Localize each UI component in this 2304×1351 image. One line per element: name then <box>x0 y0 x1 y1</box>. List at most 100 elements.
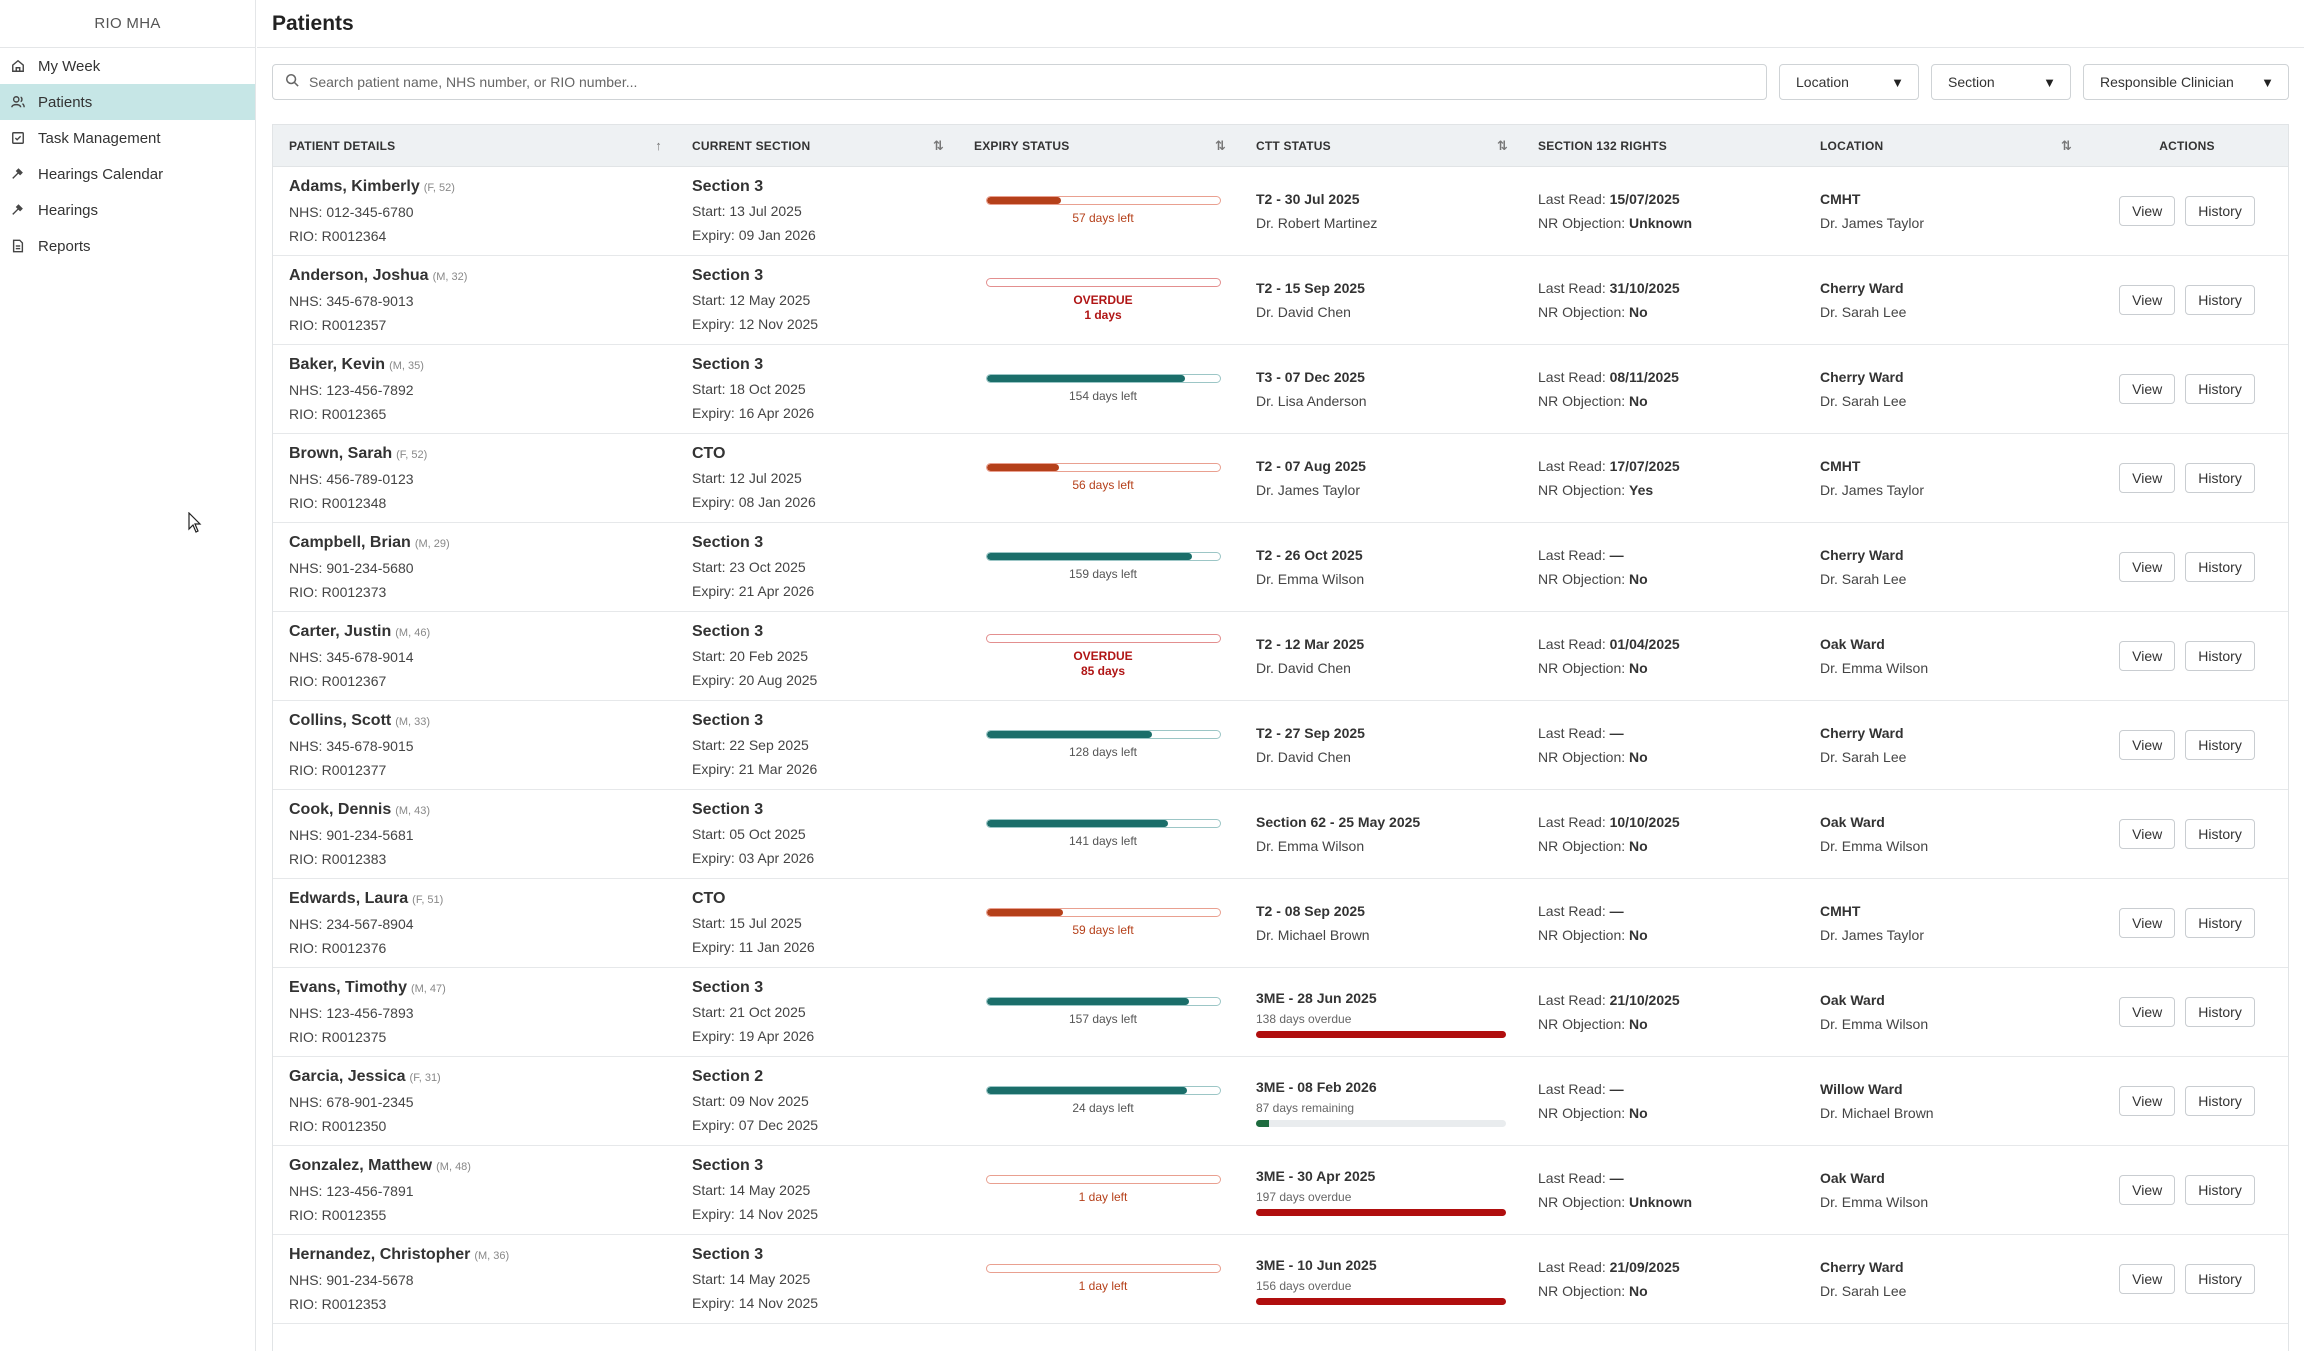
table-row[interactable]: Garcia, Jessica (F, 31) NHS: 678-901-2345 R… <box>273 1057 2288 1146</box>
sort-icon[interactable]: ⇅ <box>1214 137 1226 153</box>
history-button[interactable]: History <box>2185 730 2255 760</box>
expiry-status-cell: 57 days left <box>958 167 1240 255</box>
gavel-icon <box>10 166 26 182</box>
nr-objection: NR Objection: Unknown <box>1538 1194 1693 1210</box>
ctt-status-cell: T2 - 12 Mar 2025 Dr. David Chen <box>1240 612 1522 700</box>
section-132-cell: Last Read: 10/10/2025 NR Objection: No <box>1522 790 1804 878</box>
patient-name[interactable]: Brown, Sarah <box>289 445 393 462</box>
table-row[interactable]: Gonzalez, Matthew (M, 48) NHS: 123-456-789… <box>273 1146 2288 1235</box>
header-patient-details[interactable]: PATIENT DETAILS ↑ <box>289 138 662 153</box>
header-location[interactable]: LOCATION ⇅ <box>1820 137 2072 153</box>
view-button[interactable]: View <box>2119 819 2176 849</box>
location-filter-dropdown[interactable]: Location ▼ <box>1779 64 1919 100</box>
page-title: Patients <box>272 11 354 35</box>
table-row[interactable]: Brown, Sarah (F, 52) NHS: 456-789-0123 RIO:… <box>273 434 2288 523</box>
view-button[interactable]: View <box>2119 997 2176 1027</box>
patient-demographics: (M, 47) <box>410 983 446 995</box>
location-cell: Oak Ward Dr. Emma Wilson <box>1804 790 2086 878</box>
current-section-cell: Section 3 Start: 21 Oct 2025 Expiry: 19 Ap… <box>676 968 958 1056</box>
patient-demographics: (M, 29) <box>414 538 450 550</box>
patient-name[interactable]: Gonzalez, Matthew <box>289 1157 433 1174</box>
patient-name[interactable]: Baker, Kevin <box>289 356 386 373</box>
history-button[interactable]: History <box>2185 641 2255 671</box>
patient-name[interactable]: Anderson, Joshua <box>289 267 429 284</box>
patient-demographics: (M, 33) <box>395 716 431 728</box>
expiry-progress-fill <box>986 553 1192 560</box>
patient-name[interactable]: Adams, Kimberly <box>289 178 420 195</box>
history-button[interactable]: History <box>2185 285 2255 315</box>
patient-name[interactable]: Hernandez, Christopher <box>289 1246 471 1263</box>
nhs-number: NHS: 901-234-5681 <box>289 827 414 843</box>
table-row[interactable]: Cook, Dennis (M, 43) NHS: 901-234-5681 RIO:… <box>273 790 2288 879</box>
history-button[interactable]: History <box>2185 196 2255 226</box>
patient-name[interactable]: Carter, Justin <box>289 623 392 640</box>
sidebar-item-hearings[interactable]: Hearings <box>0 192 255 228</box>
patient-name[interactable]: Garcia, Jessica <box>289 1068 406 1085</box>
patient-name[interactable]: Collins, Scott <box>289 712 392 729</box>
expiry-status-cell: 154 days left <box>958 345 1240 433</box>
table-row[interactable]: Jackson, Ryan(M, 30)Section 3 <box>273 1324 2288 1351</box>
section-expiry: Expiry: 14 Nov 2025 <box>692 1206 819 1222</box>
history-button[interactable]: History <box>2185 463 2255 493</box>
header-expiry-status[interactable]: EXPIRY STATUS ⇅ <box>974 137 1226 153</box>
view-button[interactable]: View <box>2119 908 2176 938</box>
sidebar-item-reports[interactable]: Reports <box>0 228 255 264</box>
history-button[interactable]: History <box>2185 1175 2255 1205</box>
view-button[interactable]: View <box>2119 1175 2176 1205</box>
patient-name[interactable]: Evans, Timothy <box>289 979 407 996</box>
last-read: Last Read: — <box>1538 1170 1624 1186</box>
patient-details-cell: Cook, Dennis (M, 43) NHS: 901-234-5681 RIO:… <box>273 790 676 878</box>
history-button[interactable]: History <box>2185 552 2255 582</box>
expiry-status-text: 59 days left <box>1072 923 1134 937</box>
table-row[interactable]: Adams, Kimberly (F, 52) NHS: 012-345-6780 R… <box>273 167 2288 256</box>
sort-ascending-icon[interactable]: ↑ <box>655 138 662 153</box>
view-button[interactable]: View <box>2119 196 2176 226</box>
sidebar-item-task-management[interactable]: Task Management <box>0 120 255 156</box>
expiry-progress-fill <box>986 909 1064 916</box>
responsible-clinician: Dr. Sarah Lee <box>1820 571 1907 587</box>
location-name: Willow Ward <box>1820 1081 1903 1097</box>
expiry-status-text: 141 days left <box>1068 834 1138 848</box>
header-ctt-status[interactable]: CTT STATUS ⇅ <box>1256 137 1508 153</box>
view-button[interactable]: View <box>2119 1264 2176 1294</box>
patient-name[interactable]: Campbell, Brian <box>289 534 411 551</box>
sort-icon[interactable]: ⇅ <box>1496 137 1508 153</box>
history-button[interactable]: History <box>2185 1086 2255 1116</box>
ctt-status-cell: 3ME - 30 Apr 2025 197 days overdue <box>1240 1146 1522 1234</box>
table-row[interactable]: Edwards, Laura (F, 51) NHS: 234-567-8904 RI… <box>273 879 2288 968</box>
sidebar-item-hearings-calendar[interactable]: Hearings Calendar <box>0 156 255 192</box>
sidebar-item-my-week[interactable]: My Week <box>0 48 255 84</box>
view-button[interactable]: View <box>2119 1086 2176 1116</box>
view-button[interactable]: View <box>2119 285 2176 315</box>
view-button[interactable]: View <box>2119 463 2176 493</box>
table-row[interactable]: Evans, Timothy (M, 47) NHS: 123-456-7893 RI… <box>273 968 2288 1057</box>
header-current-section[interactable]: CURRENT SECTION ⇅ <box>692 137 944 153</box>
table-row[interactable]: Campbell, Brian (M, 29) NHS: 901-234-5680 R… <box>273 523 2288 612</box>
patient-details-cell: Edwards, Laura (F, 51) NHS: 234-567-8904 RI… <box>273 879 676 967</box>
section-filter-dropdown[interactable]: Section ▼ <box>1931 64 2071 100</box>
sort-icon[interactable]: ⇅ <box>2060 137 2072 153</box>
responsible-clinician: Dr. Emma Wilson <box>1820 1016 1929 1032</box>
history-button[interactable]: History <box>2185 997 2255 1027</box>
table-row[interactable]: Collins, Scott (M, 33) NHS: 345-678-9015 RI… <box>273 701 2288 790</box>
table-row[interactable]: Carter, Justin (M, 46) NHS: 345-678-9014 RI… <box>273 612 2288 701</box>
table-row[interactable]: Anderson, Joshua (M, 32) NHS: 345-678-9013… <box>273 256 2288 345</box>
sidebar-item-patients[interactable]: Patients <box>0 84 255 120</box>
history-button[interactable]: History <box>2185 1264 2255 1294</box>
history-button[interactable]: History <box>2185 819 2255 849</box>
search-input[interactable] <box>309 74 1716 90</box>
view-button[interactable]: View <box>2119 552 2176 582</box>
patient-name[interactable]: Cook, Dennis <box>289 801 392 818</box>
view-button[interactable]: View <box>2119 730 2176 760</box>
sort-icon[interactable]: ⇅ <box>932 137 944 153</box>
table-row[interactable]: Baker, Kevin (M, 35) NHS: 123-456-7892 RIO:… <box>273 345 2288 434</box>
clinician-filter-dropdown[interactable]: Responsible Clinician ▼ <box>2083 64 2289 100</box>
view-button[interactable]: View <box>2119 641 2176 671</box>
view-button[interactable]: View <box>2119 374 2176 404</box>
patient-name[interactable]: Edwards, Laura <box>289 890 409 907</box>
table-row[interactable]: Hernandez, Christopher (M, 36) NHS: 901-23… <box>273 1235 2288 1324</box>
search-box[interactable] <box>272 64 1767 100</box>
ctt-clinician: Dr. Emma Wilson <box>1256 838 1365 854</box>
history-button[interactable]: History <box>2185 908 2255 938</box>
history-button[interactable]: History <box>2185 374 2255 404</box>
